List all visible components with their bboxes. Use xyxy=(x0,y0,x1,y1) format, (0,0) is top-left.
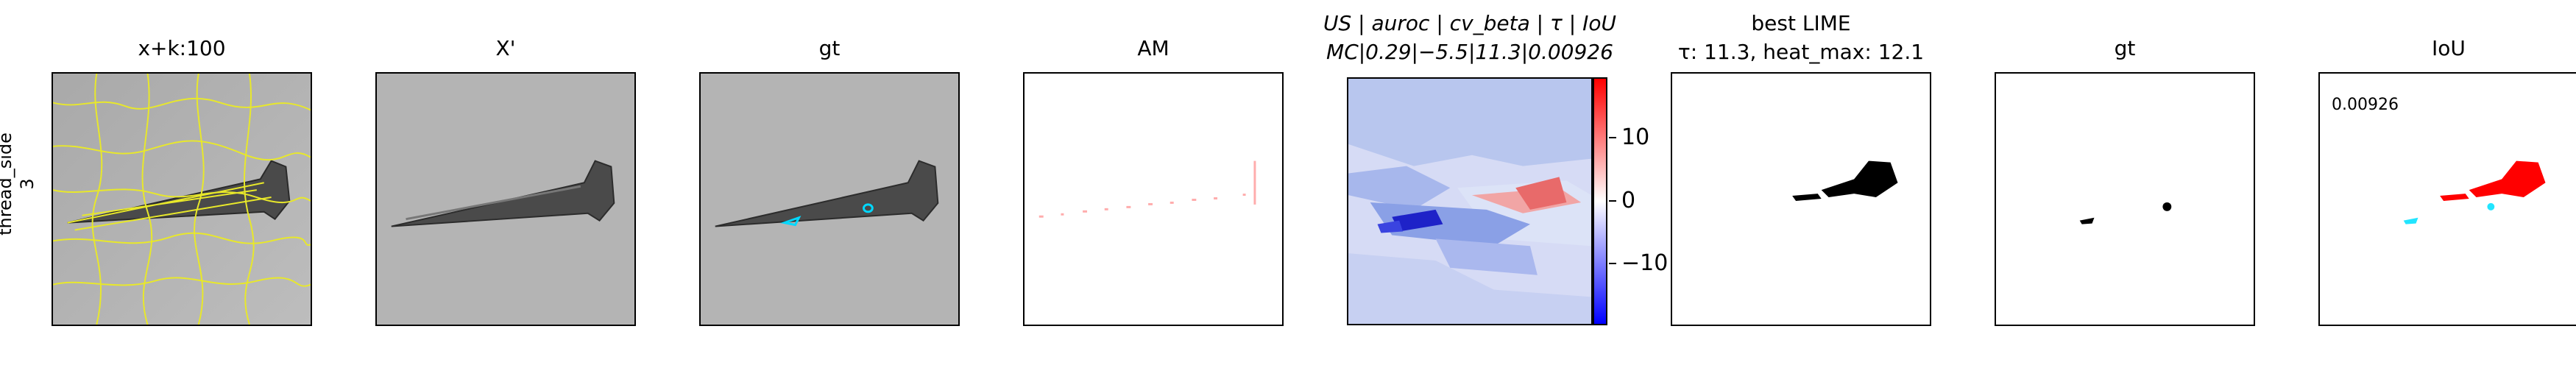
panel-am: AM xyxy=(1023,0,1284,368)
input-image xyxy=(375,72,636,326)
panel-title: gt xyxy=(2114,36,2136,60)
screw-shape xyxy=(391,160,615,227)
gt-mask xyxy=(1995,72,2255,326)
gt-image xyxy=(699,72,960,326)
panel-iou: IoU 0.00926 xyxy=(2318,0,2576,368)
panel-title: IoU xyxy=(2432,36,2466,60)
panel-title: AM xyxy=(1137,36,1170,60)
gt-contours xyxy=(780,203,874,227)
panel-title: gt xyxy=(818,36,841,60)
am-image xyxy=(1023,72,1284,326)
panel-title-line2: MC|0.29|−5.5|11.3|0.00926 xyxy=(1326,40,1613,64)
row-label-line2: 3 xyxy=(17,178,38,190)
screw-shape xyxy=(67,160,291,224)
iou-annotation: 0.00926 xyxy=(2332,96,2399,114)
us-heatmap xyxy=(1347,77,1593,325)
panel-best-lime: best LIME τ: 11.3, heat_max: 12.1 xyxy=(1671,0,1931,368)
panel-superpixels: x+k:100 xyxy=(52,0,312,368)
am-speckles xyxy=(1038,160,1256,218)
am-svg xyxy=(1025,74,1282,325)
lime-mask xyxy=(1671,72,1931,326)
input-svg xyxy=(377,74,634,325)
panel-title: x+k:100 xyxy=(138,36,226,60)
superpixel-svg xyxy=(53,74,311,325)
iou-svg xyxy=(2320,74,2576,325)
colorbar-tick-label: −10 xyxy=(1621,250,1669,276)
panel-input: X' xyxy=(375,0,636,368)
panel-gt: gt xyxy=(699,0,960,368)
us-heatmap-svg xyxy=(1348,79,1591,324)
colorbar-tick-label: 10 xyxy=(1621,124,1650,150)
lime-mask-svg xyxy=(1672,74,1930,325)
panel-gt-mask: gt xyxy=(1995,0,2255,368)
row-label-line1: thread_side xyxy=(0,132,15,236)
gt-svg xyxy=(701,74,958,325)
panel-title-line1: best LIME xyxy=(1751,11,1851,35)
colorbar-tick-label: 0 xyxy=(1621,188,1636,213)
panel-title-line1: US | auroc | cv_beta | τ | IoU xyxy=(1323,11,1616,35)
colorbar xyxy=(1593,77,1607,325)
colorbar-tick xyxy=(1609,263,1616,264)
panel-title: X' xyxy=(495,36,516,60)
gt-mask-svg xyxy=(1996,74,2254,325)
iou-overlay: 0.00926 xyxy=(2318,72,2576,326)
panel-us: US | auroc | cv_beta | τ | IoU MC|0.29|−… xyxy=(1323,0,1668,368)
colorbar-tick xyxy=(1609,200,1616,202)
segment-boundaries xyxy=(53,74,311,325)
colorbar-tick xyxy=(1609,137,1616,138)
superpixel-image xyxy=(52,72,312,326)
panel-title-line2: τ: 11.3, heat_max: 12.1 xyxy=(1677,40,1925,64)
